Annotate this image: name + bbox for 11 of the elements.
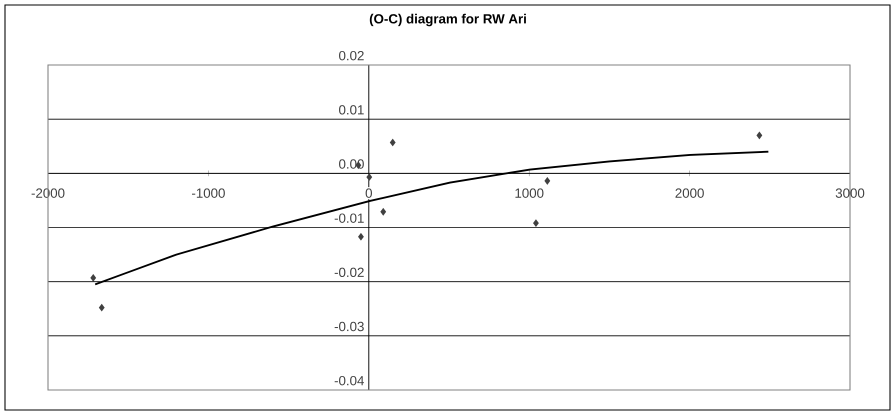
y-tick-label: -0.03 [334, 322, 364, 332]
y-tick-label: -0.02 [334, 268, 364, 278]
y-tick-label: 0.01 [339, 105, 364, 115]
x-tick-label: 0 [366, 188, 372, 198]
x-tick-label: 2000 [675, 188, 704, 198]
y-tick-label: -0.01 [334, 213, 364, 223]
x-tick-label: -1000 [192, 188, 225, 198]
chart-title: (O-C) diagram for RW Ari [370, 14, 526, 26]
y-tick-label: 0.02 [339, 50, 364, 60]
y-tick-label: -0.04 [334, 376, 364, 386]
x-tick-label: 1000 [515, 188, 544, 198]
